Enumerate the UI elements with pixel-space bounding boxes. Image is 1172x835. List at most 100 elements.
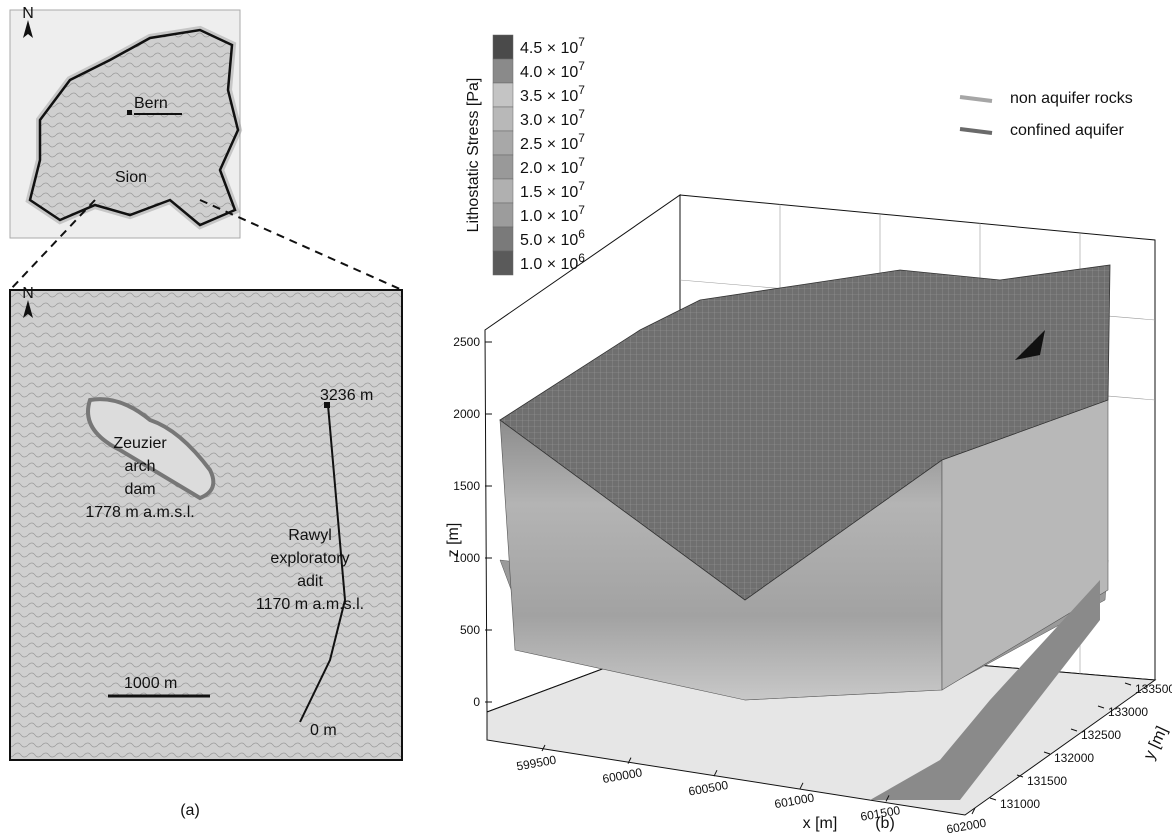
colorbar-swatch	[492, 58, 514, 84]
north-label: N	[22, 285, 34, 302]
z-tick-label: 2000	[453, 407, 480, 421]
colorbar-swatch	[492, 34, 514, 60]
mantissa: 3.0 × 10	[520, 112, 578, 129]
colorbar-label: 1.5 × 107	[520, 179, 585, 201]
label-line: exploratory	[270, 550, 349, 567]
z-axis-label: z [m]	[445, 523, 462, 558]
overview-map: N Bern Sion	[9, 5, 243, 239]
z-tick-label: 500	[460, 623, 480, 637]
y-tick	[1070, 728, 1078, 732]
colorbar-swatch	[492, 106, 514, 132]
colorbar-label: 4.0 × 107	[520, 59, 585, 81]
dam-label: Zeuzier arch dam 1778 m a.m.s.l.	[85, 435, 194, 521]
x-tick-label: 599500	[515, 753, 557, 774]
model-3d	[484, 194, 1157, 816]
label-line: Rawyl	[288, 527, 332, 544]
zoom-line	[9, 199, 96, 291]
x-tick	[541, 744, 546, 752]
colorbar-swatch	[492, 178, 514, 204]
colorbar-label: 2.5 × 107	[520, 131, 585, 153]
label-line: Zeuzier	[113, 435, 167, 452]
y-tick	[1043, 751, 1051, 755]
colorbar-swatch	[492, 154, 514, 180]
exponent: 7	[578, 131, 585, 145]
mantissa: 1.0 × 10	[520, 208, 578, 225]
z-tick-label: 2500	[453, 335, 480, 349]
exponent: 7	[578, 59, 585, 73]
exponent: 7	[578, 35, 585, 49]
exponent: 6	[578, 251, 585, 265]
y-tick-label: 131500	[1027, 774, 1067, 788]
colorbar-swatch	[492, 130, 514, 156]
x-tick	[627, 757, 632, 764]
colorbar-label: 3.5 × 107	[520, 83, 585, 105]
x-tick-label: 601500	[859, 803, 901, 824]
colorbar-label: 3.0 × 107	[520, 107, 585, 129]
legend-swatch	[959, 127, 993, 135]
detail-map: N 3236 m 0 m 1000 m Zeuzier arch dam 1778 m…	[9, 285, 403, 761]
x-tick-label: 600000	[601, 765, 643, 786]
map-label: 0 m	[310, 722, 337, 739]
mantissa: 4.5 × 10	[520, 40, 578, 57]
exponent: 7	[578, 155, 585, 169]
city-label: Bern	[134, 95, 168, 112]
legend-label: confined aquifer	[1010, 122, 1125, 139]
mantissa: 2.5 × 10	[520, 136, 578, 153]
colorbar-swatch	[492, 202, 514, 228]
legend-label: non aquifer rocks	[1010, 90, 1133, 107]
y-tick	[1124, 682, 1132, 686]
z-tick-label: 1500	[453, 479, 480, 493]
scale-bar-label: 1000 m	[124, 675, 177, 692]
y-tick-label: 133500	[1135, 682, 1172, 696]
exponent: 7	[578, 179, 585, 193]
label-line: dam	[124, 481, 155, 498]
colorbar-label: 1.0 × 107	[520, 203, 585, 225]
y-axis-label: y [m]	[1141, 724, 1171, 763]
y-tick	[1016, 774, 1024, 778]
label-line: 1170 m a.m.s.l.	[256, 596, 364, 613]
exponent: 6	[578, 227, 585, 241]
exponent: 7	[578, 83, 585, 97]
exponent: 7	[578, 107, 585, 121]
mantissa: 4.0 × 10	[520, 64, 578, 81]
city-label: Sion	[115, 169, 147, 186]
adit-label: Rawyl exploratory adit 1170 m a.m.s.l.	[256, 527, 364, 613]
z-tick-label: 0	[473, 695, 480, 709]
caption: (b)	[875, 815, 895, 832]
colorbar-swatch	[492, 82, 514, 108]
y-tick	[1097, 705, 1105, 709]
y-tick-label: 133000	[1108, 705, 1148, 719]
mantissa: 1.5 × 10	[520, 184, 578, 201]
mantissa: 5.0 × 10	[520, 232, 578, 249]
zoom-line	[199, 199, 403, 291]
x-tick	[799, 782, 804, 790]
y-tick-label: 131000	[1000, 797, 1040, 811]
x-tick-label: 602000	[945, 816, 987, 835]
y-tick	[989, 797, 997, 801]
y-tick-label: 132000	[1054, 751, 1094, 765]
label-line: adit	[297, 573, 323, 590]
x-axis-label: x [m]	[803, 815, 838, 832]
label-line: arch	[124, 458, 155, 475]
mantissa: 3.5 × 10	[520, 88, 578, 105]
x-tick-label: 601000	[773, 790, 815, 811]
north-label: N	[22, 5, 34, 22]
x-tick	[713, 769, 718, 777]
z-tick-label: 1000	[453, 551, 480, 565]
colorbar-label: 1.0 × 106	[520, 251, 585, 273]
colorbar-label: 4.5 × 107	[520, 35, 585, 57]
mantissa: 1.0 × 10	[520, 256, 578, 273]
legend-swatch	[959, 95, 993, 103]
legend: non aquifer rocks confined aquifer	[959, 90, 1133, 139]
map-label: 3236 m	[320, 387, 373, 404]
x-tick	[885, 795, 890, 802]
colorbar-title: Lithostatic Stress [Pa]	[465, 78, 482, 233]
colorbar-label: 2.0 × 107	[520, 155, 585, 177]
x-tick	[971, 807, 976, 815]
colorbar-label: 5.0 × 106	[520, 227, 585, 249]
label-line: 1778 m a.m.s.l.	[85, 504, 194, 521]
caption: (a)	[180, 802, 200, 819]
mantissa: 2.0 × 10	[520, 160, 578, 177]
